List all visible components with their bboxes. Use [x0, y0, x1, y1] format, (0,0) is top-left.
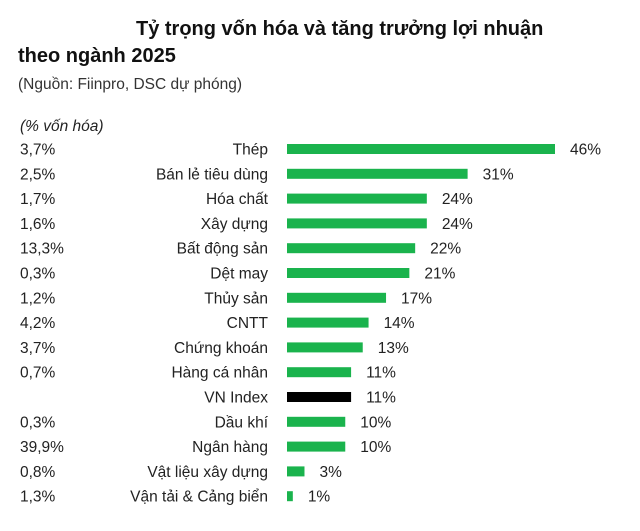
market-cap-share-label: 1,3% — [20, 489, 56, 506]
value-label: 10% — [360, 439, 391, 456]
bar — [287, 367, 352, 378]
bar — [287, 292, 387, 303]
market-cap-share-label: 3,7% — [20, 340, 56, 357]
market-cap-column-header: (% vốn hóa) — [20, 118, 104, 135]
bar — [287, 168, 468, 179]
market-cap-share-label: 1,7% — [20, 191, 56, 208]
category-label: Vật liệu xây dựng — [147, 464, 268, 481]
bar — [287, 243, 416, 254]
chart-title: Tỷ trọng vốn hóa và tăng trưởng lợi nhuậ… — [18, 16, 618, 70]
bar-highlight — [287, 392, 352, 402]
category-label: Dệt may — [210, 266, 268, 283]
value-label: 13% — [378, 340, 409, 357]
market-cap-share-label: 13,3% — [20, 241, 64, 258]
market-cap-share-label: 0,3% — [20, 266, 56, 283]
category-label: Xây dựng — [201, 216, 268, 233]
category-label: Ngân hàng — [192, 439, 268, 456]
value-label: 11% — [366, 390, 396, 407]
category-label: Dầu khí — [215, 414, 269, 431]
market-cap-share-label: 0,8% — [20, 464, 56, 481]
chart-source: (Nguồn: Fiinpro, DSC dự phóng) — [18, 76, 243, 93]
category-label: VN Index — [204, 390, 268, 407]
bar — [287, 317, 369, 328]
market-cap-share-label: 3,7% — [20, 142, 56, 159]
bar — [287, 218, 427, 229]
value-label: 17% — [401, 290, 432, 307]
market-cap-share-label: 2,5% — [20, 166, 56, 183]
market-cap-share-label: 0,3% — [20, 414, 56, 431]
bar — [287, 491, 293, 502]
value-label: 14% — [384, 315, 415, 332]
category-label: Hóa chất — [206, 191, 269, 208]
market-cap-share-label: 39,9% — [20, 439, 64, 456]
bar — [287, 342, 363, 353]
category-label: Vận tải & Cảng biển — [130, 489, 268, 506]
bar — [287, 144, 555, 154]
market-cap-share-label: 1,6% — [20, 216, 56, 233]
category-label: Bán lẻ tiêu dùng — [156, 166, 268, 183]
category-label: Bất động sản — [177, 241, 268, 258]
bar — [287, 441, 346, 452]
value-label: 46% — [570, 142, 601, 159]
bar — [287, 466, 305, 477]
value-label: 10% — [360, 414, 391, 431]
bar — [287, 416, 346, 427]
value-label: 11% — [366, 365, 396, 382]
market-cap-share-label: 1,2% — [20, 290, 56, 307]
category-label: Chứng khoán — [174, 340, 268, 357]
category-label: Hàng cá nhân — [171, 365, 268, 382]
category-label: CNTT — [227, 315, 269, 332]
value-label: 24% — [442, 216, 473, 233]
value-label: 24% — [442, 191, 473, 208]
chart-title-line1: Tỷ trọng vốn hóa và tăng trưởng lợi nhuậ… — [136, 18, 544, 40]
bar — [287, 268, 410, 278]
category-label: Thép — [233, 142, 268, 159]
value-label: 3% — [319, 464, 342, 481]
market-cap-share-label: 4,2% — [20, 315, 56, 332]
value-label: 22% — [430, 241, 461, 258]
value-label: 31% — [483, 166, 514, 183]
bar — [287, 193, 427, 204]
value-label: 21% — [424, 266, 455, 283]
value-label: 1% — [308, 489, 331, 506]
chart-title-line2: theo ngành 2025 — [18, 45, 176, 67]
market-cap-share-label: 0,7% — [20, 365, 56, 382]
category-label: Thủy sản — [204, 290, 268, 307]
